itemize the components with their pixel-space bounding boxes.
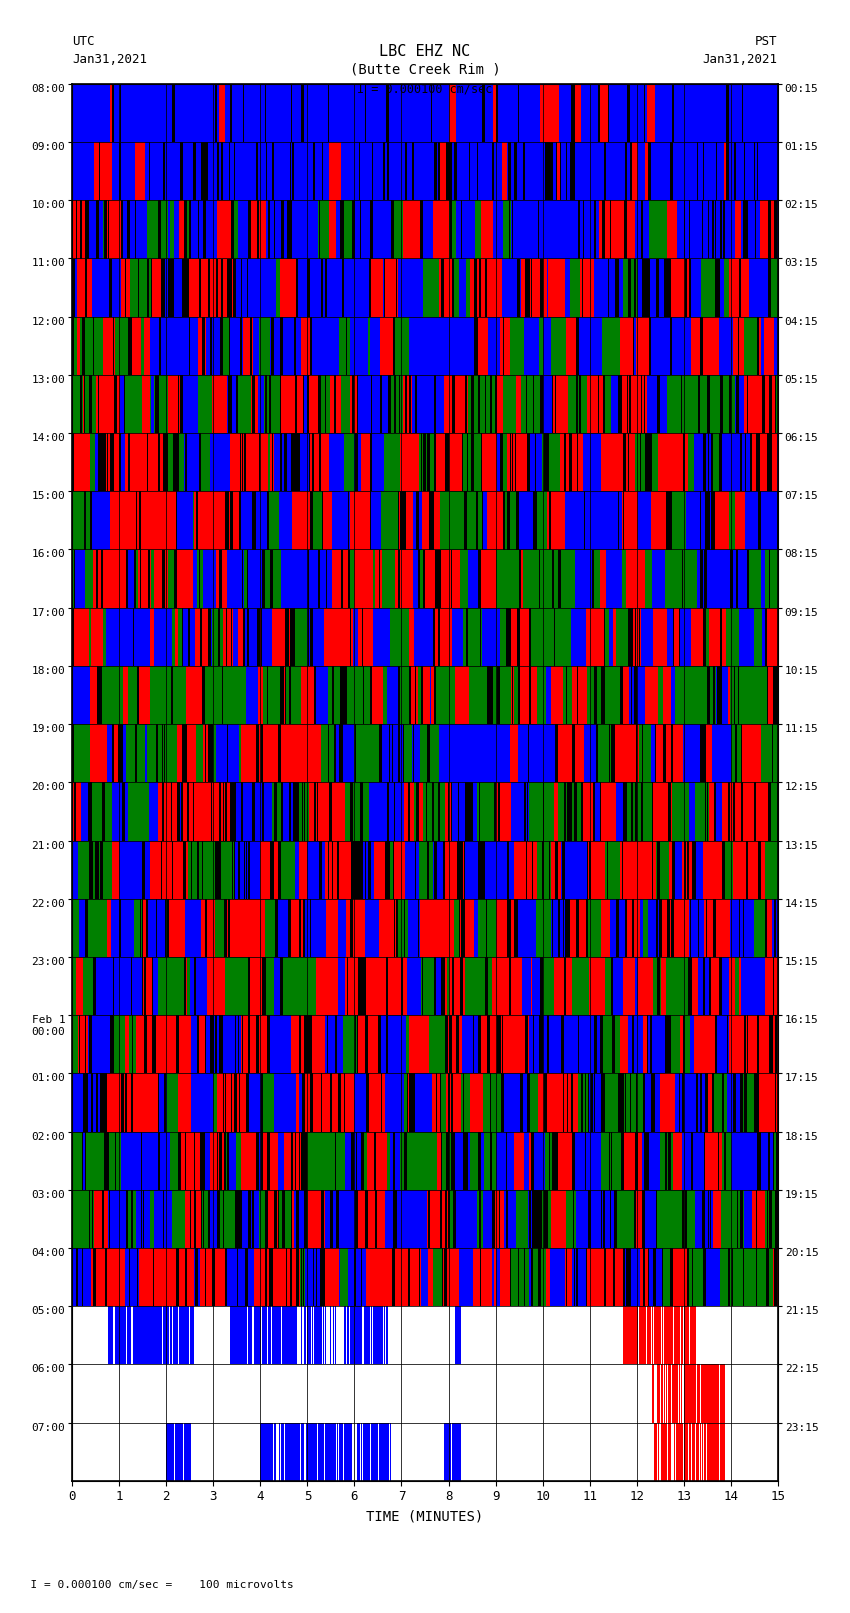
Text: I = 0.000100 cm/sec: I = 0.000100 cm/sec — [357, 82, 493, 95]
Text: PST: PST — [756, 35, 778, 48]
Text: (Butte Creek Rim ): (Butte Creek Rim ) — [349, 63, 501, 77]
Text: UTC: UTC — [72, 35, 94, 48]
Text: LBC EHZ NC: LBC EHZ NC — [379, 44, 471, 58]
Text: Jan31,2021: Jan31,2021 — [72, 53, 147, 66]
Text: I = 0.000100 cm/sec =    100 microvolts: I = 0.000100 cm/sec = 100 microvolts — [17, 1581, 294, 1590]
X-axis label: TIME (MINUTES): TIME (MINUTES) — [366, 1510, 484, 1523]
Text: Jan31,2021: Jan31,2021 — [703, 53, 778, 66]
